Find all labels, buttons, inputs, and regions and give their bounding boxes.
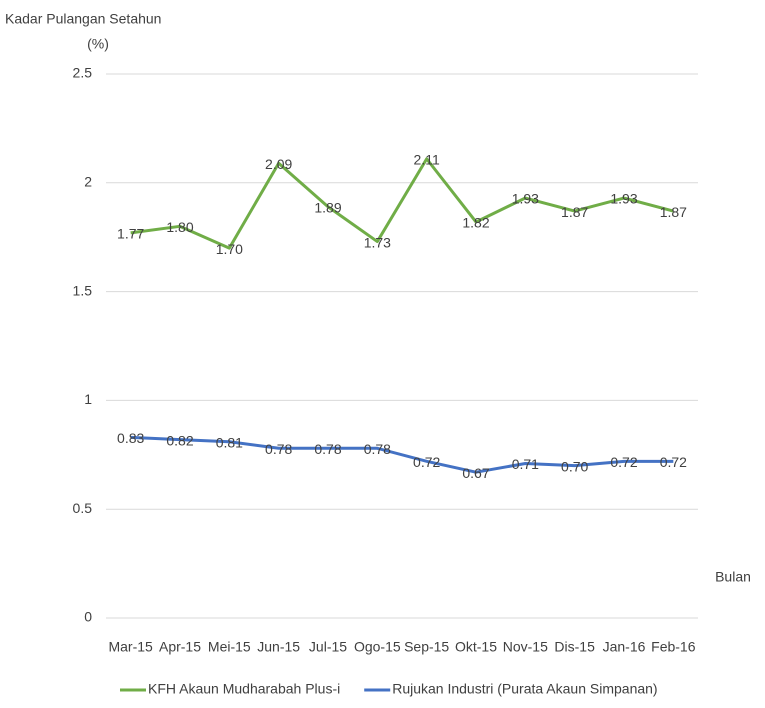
y-tick-label: 0 xyxy=(84,609,92,625)
data-label: 0.67 xyxy=(462,465,489,481)
x-tick-label: Ogo-15 xyxy=(354,639,401,655)
data-label: 1.80 xyxy=(166,219,193,235)
data-label: 0.70 xyxy=(561,458,588,474)
data-label: 0.78 xyxy=(265,441,292,457)
data-label: 0.78 xyxy=(314,441,341,457)
y-tick-label: 2.5 xyxy=(73,65,93,81)
x-tick-label: Dis-15 xyxy=(554,639,595,655)
data-label: 0.83 xyxy=(117,430,144,446)
x-tick-label: Sep-15 xyxy=(404,639,449,655)
data-label: 1.89 xyxy=(314,199,341,215)
x-tick-label: Apr-15 xyxy=(159,639,201,655)
data-label: 0.72 xyxy=(660,454,687,470)
data-label: 1.82 xyxy=(462,215,489,231)
data-label: 1.87 xyxy=(561,204,588,220)
data-label: 1.93 xyxy=(610,191,637,207)
x-tick-label: Feb-16 xyxy=(651,639,696,655)
data-label: 1.70 xyxy=(216,241,243,257)
y-axis-unit: (%) xyxy=(87,36,109,52)
x-tick-label: Nov-15 xyxy=(503,639,548,655)
data-label: 1.77 xyxy=(117,226,144,242)
data-label: 1.73 xyxy=(364,234,391,250)
data-label: 0.72 xyxy=(610,454,637,470)
series-line xyxy=(130,435,674,474)
x-tick-label: Jun-15 xyxy=(257,639,300,655)
data-label: 1.87 xyxy=(660,204,687,220)
data-label: 0.71 xyxy=(512,456,539,472)
y-tick-label: 0.5 xyxy=(73,500,93,516)
y-axis-title: Kadar Pulangan Setahun xyxy=(5,11,161,27)
data-label: 0.78 xyxy=(364,441,391,457)
legend-label: Rujukan Industri (Purata Akaun Simpanan) xyxy=(392,681,657,697)
x-tick-label: Mar-15 xyxy=(108,639,153,655)
x-axis-title: Bulan xyxy=(715,569,751,585)
data-label: 0.72 xyxy=(413,454,440,470)
data-label: 1.93 xyxy=(512,191,539,207)
y-tick-label: 2 xyxy=(84,174,92,190)
data-label: 2.11 xyxy=(414,152,440,168)
x-tick-label: Mei-15 xyxy=(208,639,251,655)
data-label: 0.81 xyxy=(216,434,243,450)
legend-label: KFH Akaun Mudharabah Plus-i xyxy=(148,681,340,697)
x-tick-label: Jan-16 xyxy=(603,639,646,655)
x-tick-label: Okt-15 xyxy=(455,639,497,655)
x-tick-label: Jul-15 xyxy=(309,639,347,655)
series-line xyxy=(130,157,674,250)
data-label: 2.09 xyxy=(265,156,292,172)
y-tick-label: 1.5 xyxy=(73,282,93,298)
data-label: 0.82 xyxy=(166,432,193,448)
y-tick-label: 1 xyxy=(84,391,92,407)
